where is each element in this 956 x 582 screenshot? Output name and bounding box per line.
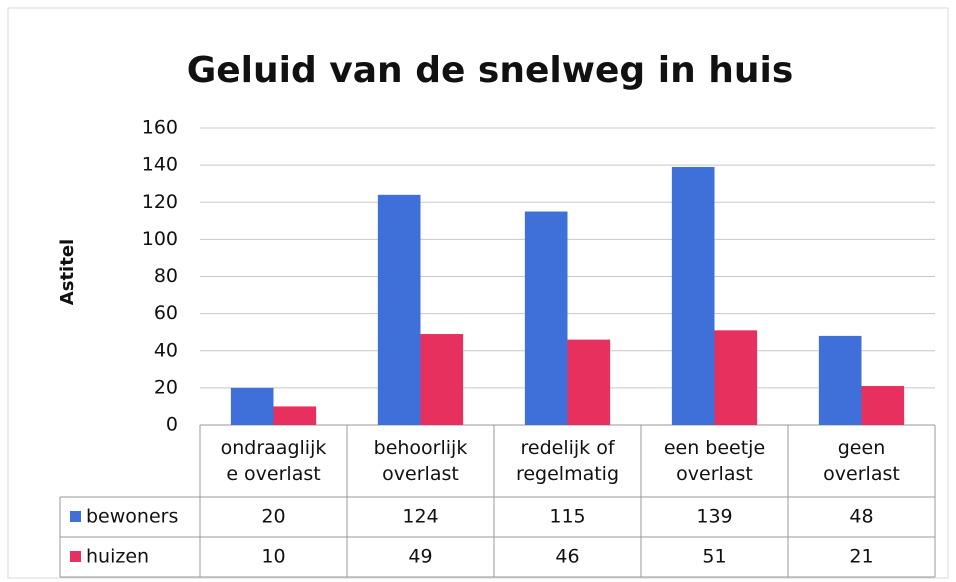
bar	[273, 406, 317, 425]
chart-border	[7, 7, 949, 579]
y-axis-label: Astitel	[57, 239, 78, 305]
bar	[567, 339, 611, 425]
y-tick-label: 140	[142, 154, 178, 176]
table-value: 48	[849, 506, 873, 528]
x-tick-label: geen overlast	[823, 437, 900, 485]
table-value: 10	[261, 546, 285, 568]
y-tick-label: 0	[166, 414, 178, 436]
y-tick-label: 20	[154, 376, 178, 398]
legend-label: huizen	[86, 546, 149, 568]
bar	[818, 335, 862, 425]
y-tick-label: 100	[142, 228, 178, 250]
table-value: 49	[408, 546, 432, 568]
bar	[861, 386, 905, 425]
x-tick-label: ondraaglijk e overlast	[221, 437, 327, 485]
table-value: 139	[696, 506, 732, 528]
y-tick-label: 60	[154, 302, 178, 324]
legend-key	[70, 551, 81, 562]
bar	[420, 334, 464, 425]
x-tick-label: behoorlijk overlast	[374, 437, 468, 485]
table-value: 124	[402, 506, 438, 528]
bar	[714, 330, 758, 425]
y-tick-label: 160	[142, 117, 178, 139]
y-tick-label: 80	[154, 265, 178, 287]
bar	[524, 211, 568, 425]
bar	[671, 166, 715, 425]
table-value: 20	[261, 506, 285, 528]
bar	[230, 387, 274, 425]
y-tick-label: 120	[142, 191, 178, 213]
chart-title: Geluid van de snelweg in huis	[187, 50, 794, 91]
x-tick-label: redelijk of regelmatig	[516, 437, 619, 485]
table-value: 21	[849, 546, 873, 568]
table-value: 51	[702, 546, 726, 568]
x-tick-label: een beetje overlast	[664, 437, 765, 485]
bar	[377, 194, 421, 425]
y-tick-label: 40	[154, 339, 178, 361]
legend-key	[70, 511, 81, 522]
table-value: 115	[549, 506, 585, 528]
table-value: 46	[555, 546, 579, 568]
legend-label: bewoners	[86, 506, 178, 528]
